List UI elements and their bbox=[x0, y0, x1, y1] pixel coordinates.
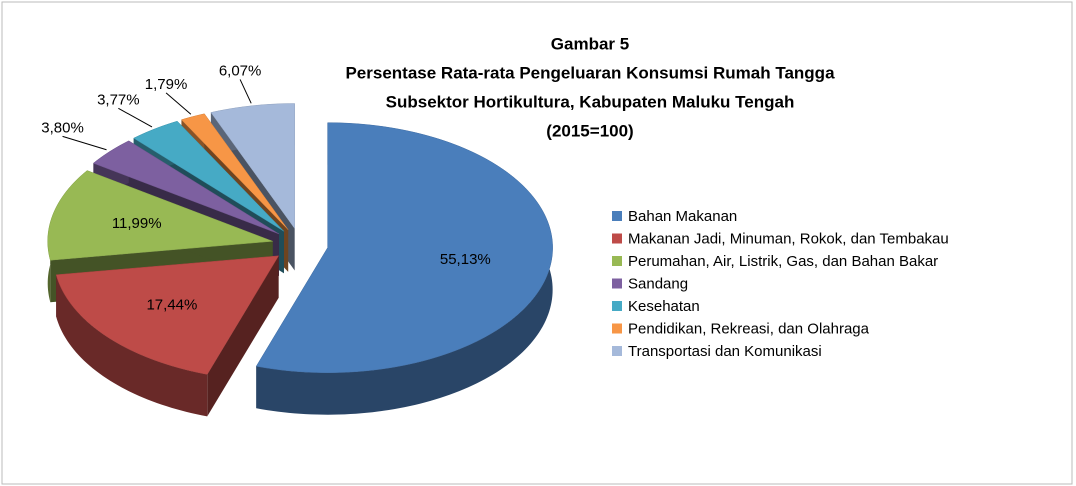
slice-top bbox=[210, 103, 295, 230]
legend-label: Bahan Makanan bbox=[628, 208, 737, 225]
slice-side bbox=[56, 274, 208, 417]
slice-top bbox=[55, 255, 280, 375]
chart-title: Persentase Rata-rata Pengeluaran Konsums… bbox=[345, 63, 835, 82]
legend-swatch bbox=[612, 346, 622, 356]
legend-label: Transportasi dan Komunikasi bbox=[628, 343, 822, 360]
leader-line bbox=[62, 135, 107, 151]
data-label: 55,13% bbox=[440, 251, 491, 268]
slice-top bbox=[47, 170, 273, 261]
pie-slice bbox=[255, 122, 553, 415]
slice-top bbox=[92, 140, 280, 235]
data-label: 3,77% bbox=[97, 91, 140, 108]
legend-label: Perumahan, Air, Listrik, Gas, dan Bahan … bbox=[628, 253, 938, 270]
chart-title: Subsektor Hortikultura, Kabupaten Maluku… bbox=[386, 92, 795, 111]
data-label: 17,44% bbox=[146, 297, 197, 314]
legend-swatch bbox=[612, 278, 622, 289]
slice-top bbox=[180, 113, 289, 230]
slice-top bbox=[255, 122, 553, 373]
legend-label: Pendidikan, Rekreasi, dan Olahraga bbox=[628, 320, 870, 337]
leader-line bbox=[165, 92, 192, 115]
title-group: Gambar 5 Persentase Rata-rata Pengeluara… bbox=[345, 34, 835, 140]
pie-slice bbox=[55, 255, 280, 417]
legend-label: Kesehatan bbox=[628, 298, 700, 315]
chart-title: Gambar 5 bbox=[551, 34, 629, 53]
legend-swatch bbox=[612, 301, 622, 311]
legend-swatch bbox=[612, 233, 622, 244]
legend-swatch bbox=[612, 256, 622, 266]
legend-swatch bbox=[612, 323, 622, 334]
chart-title: (2015=100) bbox=[546, 121, 633, 140]
leader-line bbox=[239, 79, 252, 104]
slice-top bbox=[133, 120, 285, 232]
legend-label: Makanan Jadi, Minuman, Rokok, dan Tembak… bbox=[628, 230, 949, 247]
data-label: 11,99% bbox=[112, 215, 162, 232]
data-label: 6,07% bbox=[219, 62, 262, 79]
data-label: 1,79% bbox=[145, 76, 188, 93]
legend-swatch bbox=[612, 211, 622, 221]
legend-label: Sandang bbox=[628, 275, 688, 292]
leader-line bbox=[118, 107, 153, 128]
data-label: 3,80% bbox=[41, 119, 84, 136]
